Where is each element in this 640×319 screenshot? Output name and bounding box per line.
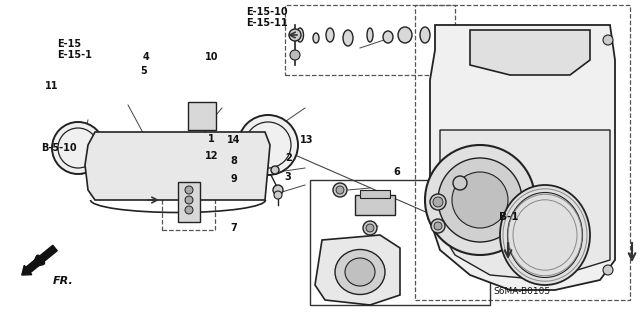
Bar [285, 5, 455, 75]
Circle shape [273, 185, 283, 195]
Text: B-5-10: B-5-10 [42, 143, 77, 153]
Circle shape [453, 176, 467, 190]
Bar [310, 180, 490, 305]
Bar [162, 175, 215, 230]
Polygon shape [85, 132, 270, 200]
Circle shape [603, 265, 613, 275]
Text: B-1: B-1 [499, 212, 518, 222]
FancyArrow shape [22, 245, 57, 275]
Text: S6MA-B0105: S6MA-B0105 [493, 287, 550, 296]
Text: 1: 1 [208, 134, 214, 144]
Bar [178, 182, 200, 222]
Text: 2: 2 [285, 153, 292, 163]
Ellipse shape [383, 31, 393, 43]
Circle shape [185, 206, 193, 214]
Ellipse shape [367, 28, 373, 42]
Circle shape [271, 166, 279, 174]
Text: 13: 13 [300, 135, 313, 145]
Text: 4: 4 [143, 52, 149, 62]
Text: E-15
E-15-1: E-15 E-15-1 [58, 39, 92, 60]
Ellipse shape [420, 27, 430, 43]
Text: 6: 6 [394, 167, 400, 177]
Bar [355, 195, 395, 215]
Text: 3: 3 [285, 172, 292, 182]
Circle shape [333, 183, 347, 197]
Bar [415, 5, 630, 300]
Ellipse shape [313, 33, 319, 43]
Circle shape [366, 224, 374, 232]
Circle shape [290, 50, 300, 60]
Text: 7: 7 [230, 223, 237, 233]
Circle shape [433, 197, 443, 207]
Bar [360, 190, 390, 198]
Ellipse shape [335, 249, 385, 294]
Circle shape [425, 145, 535, 255]
Text: 10: 10 [204, 52, 218, 62]
Ellipse shape [345, 258, 375, 286]
Polygon shape [470, 30, 590, 75]
Circle shape [452, 172, 508, 228]
Circle shape [434, 222, 442, 230]
Circle shape [430, 194, 446, 210]
Circle shape [363, 221, 377, 235]
Text: 8: 8 [230, 156, 237, 166]
Ellipse shape [500, 185, 590, 285]
Text: E-15-10
E-15-11: E-15-10 E-15-11 [246, 7, 288, 28]
Circle shape [431, 219, 445, 233]
Text: 11: 11 [44, 81, 58, 91]
Circle shape [438, 158, 522, 242]
Polygon shape [430, 25, 615, 290]
Circle shape [52, 122, 104, 174]
Bar [188, 102, 216, 130]
Text: 12: 12 [204, 151, 218, 161]
Circle shape [185, 196, 193, 204]
Text: FR.: FR. [52, 276, 73, 286]
Text: 14: 14 [227, 135, 241, 145]
Ellipse shape [436, 29, 444, 43]
Ellipse shape [296, 28, 303, 42]
Polygon shape [440, 130, 610, 280]
Circle shape [238, 115, 298, 175]
Text: 5: 5 [141, 66, 147, 76]
Ellipse shape [343, 30, 353, 46]
Circle shape [336, 186, 344, 194]
Circle shape [603, 35, 613, 45]
Circle shape [289, 29, 301, 41]
Polygon shape [315, 235, 400, 305]
Text: 9: 9 [230, 174, 237, 184]
Circle shape [274, 191, 282, 199]
Ellipse shape [326, 28, 334, 42]
Circle shape [185, 186, 193, 194]
Ellipse shape [398, 27, 412, 43]
